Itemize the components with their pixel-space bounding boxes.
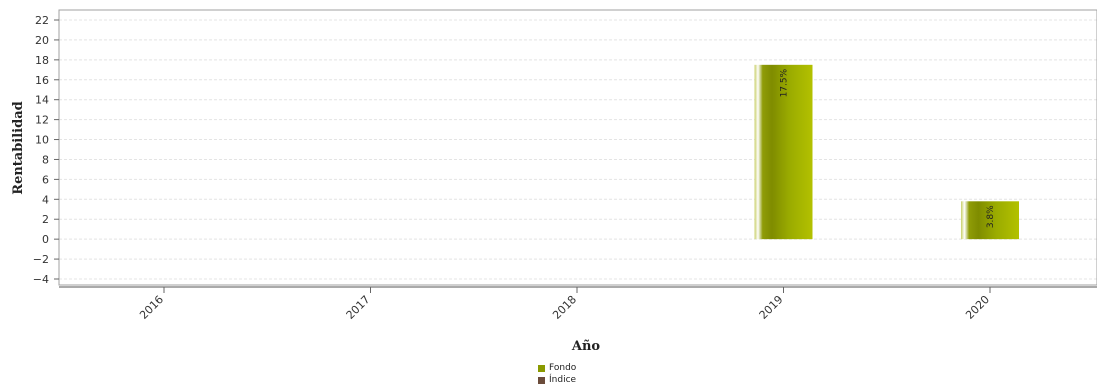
y-tick-label: 12 xyxy=(35,114,49,127)
y-tick-label: 16 xyxy=(35,74,49,87)
bar-fondo[interactable] xyxy=(754,64,813,240)
gridlines xyxy=(59,19,1097,280)
y-tick-label: 0 xyxy=(42,233,49,246)
legend-swatch-fondo xyxy=(538,364,545,372)
plot-frame xyxy=(58,9,1097,286)
y-tick-label: 20 xyxy=(35,34,49,47)
legend-label-indice: Índice xyxy=(549,375,577,385)
x-axis-ticks: 2016 2017 2018 2019 2020 xyxy=(137,287,992,322)
y-tick-label: 4 xyxy=(42,193,49,206)
bar-data-label: 17.5% xyxy=(780,68,790,97)
x-tick-label: 2020 xyxy=(963,293,992,322)
y-tick-label: 14 xyxy=(35,94,49,107)
y-tick-label: 10 xyxy=(35,134,49,147)
legend-item-indice[interactable]: Índice xyxy=(538,374,576,386)
bars: 17.5% 3.8% xyxy=(754,64,1019,240)
y-tick-label: −2 xyxy=(33,253,49,266)
y-axis-label: Rentabilidad xyxy=(11,101,26,194)
y-tick-label: 2 xyxy=(42,213,49,226)
y-tick-label: 22 xyxy=(35,14,49,27)
x-tick-label: 2019 xyxy=(757,293,786,322)
x-tick-label: 2016 xyxy=(137,293,166,322)
legend-swatch-indice xyxy=(538,376,545,384)
legend-label-fondo: Fondo xyxy=(549,363,577,373)
y-axis-ticks: −4 −2 0 2 4 6 8 10 12 14 16 18 20 22 xyxy=(33,14,59,286)
bar-data-label: 3.8% xyxy=(986,205,996,228)
x-tick-label: 2017 xyxy=(344,293,373,322)
y-tick-label: 6 xyxy=(42,173,49,186)
legend: Fondo Índice xyxy=(538,362,576,386)
legend-item-fondo[interactable]: Fondo xyxy=(538,362,576,374)
bar-fondo[interactable] xyxy=(961,201,1019,240)
y-tick-label: 8 xyxy=(42,153,49,166)
x-tick-label: 2018 xyxy=(550,293,579,322)
y-tick-label: −4 xyxy=(33,273,49,286)
y-tick-label: 18 xyxy=(35,54,49,67)
x-axis-label: Año xyxy=(571,339,601,354)
